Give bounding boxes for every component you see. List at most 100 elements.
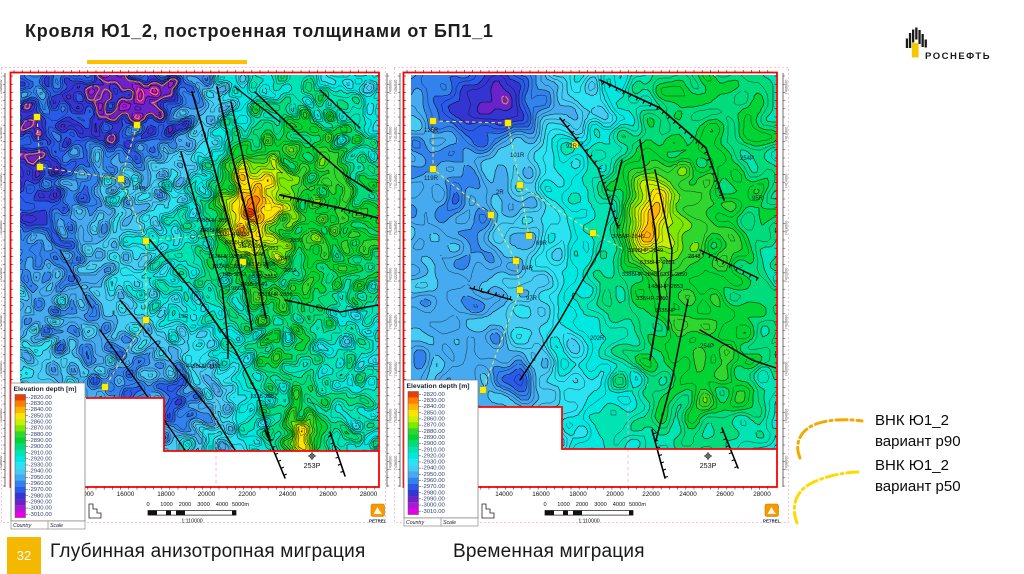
- svg-text:-3000.00: -3000.00: [29, 506, 53, 512]
- svg-text:-2940.00: -2940.00: [422, 466, 446, 472]
- svg-text:-2880.00: -2880.00: [422, 429, 446, 435]
- svg-text:Country: Country: [13, 523, 32, 529]
- svg-text:132АБ-2851: 132АБ-2851: [212, 264, 243, 270]
- svg-text:7434000: 7434000: [394, 409, 398, 424]
- svg-text:-2910.00: -2910.00: [422, 447, 446, 453]
- svg-text:4000: 4000: [613, 502, 625, 508]
- svg-text:148БНК-2850: 148БНК-2850: [196, 218, 231, 224]
- svg-text:2Б-2848: 2Б-2848: [244, 252, 265, 258]
- svg-text:19Б52: 19Б52: [228, 286, 244, 292]
- svg-text:69R: 69R: [536, 241, 548, 247]
- svg-text:7418000: 7418000: [389, 221, 393, 236]
- svg-text:-2960.00: -2960.00: [29, 481, 53, 487]
- svg-text:633Б-2850: 633Б-2850: [660, 272, 687, 278]
- svg-text:7406000: 7406000: [394, 80, 398, 95]
- svg-text:18000: 18000: [569, 491, 587, 498]
- svg-text:ЗЗБ-2855: ЗЗБ-2855: [252, 274, 277, 280]
- svg-text:PETREL: PETREL: [369, 519, 387, 524]
- svg-text:-2870.00: -2870.00: [422, 423, 446, 429]
- svg-text:95R: 95R: [752, 196, 764, 202]
- svg-text:-3010.00: -3010.00: [29, 512, 53, 518]
- svg-text:7434000: 7434000: [389, 409, 393, 424]
- svg-text:119R: 119R: [424, 176, 439, 182]
- svg-text:-2850.00: -2850.00: [422, 410, 446, 416]
- svg-text:-3010.00: -3010.00: [422, 509, 446, 515]
- svg-text:PETREL: PETREL: [763, 519, 781, 524]
- svg-text:7430000: 7430000: [389, 362, 393, 377]
- svg-text:7418000: 7418000: [785, 221, 789, 236]
- svg-text:-2960.00: -2960.00: [422, 478, 446, 484]
- svg-text:7414000: 7414000: [389, 174, 393, 189]
- svg-text:22000: 22000: [642, 491, 660, 498]
- svg-text:7438000: 7438000: [394, 456, 398, 471]
- svg-text:7410000: 7410000: [389, 127, 393, 142]
- svg-text:7438000: 7438000: [389, 456, 393, 471]
- svg-text:7422000: 7422000: [0, 268, 3, 283]
- svg-text:-2920.00: -2920.00: [422, 453, 446, 459]
- svg-text:148Б-2849: 148Б-2849: [240, 282, 267, 288]
- svg-text:148БНР-2853: 148БНР-2853: [648, 284, 683, 290]
- svg-text:202R: 202R: [590, 336, 605, 342]
- svg-text:-2860.00: -2860.00: [422, 417, 446, 423]
- svg-text:4000: 4000: [216, 502, 228, 508]
- svg-text:7410000: 7410000: [394, 127, 398, 142]
- svg-text:-2880.00: -2880.00: [29, 432, 53, 438]
- svg-text:633Б-2855: 633Б-2855: [248, 262, 275, 268]
- svg-text:7410000: 7410000: [0, 127, 3, 142]
- svg-text:104R: 104R: [132, 186, 145, 192]
- svg-text:-2950.00: -2950.00: [422, 472, 446, 478]
- svg-text:7418000: 7418000: [0, 221, 3, 236]
- svg-text:-2970.00: -2970.00: [29, 487, 53, 493]
- svg-text:133Б-2857: 133Б-2857: [250, 394, 277, 400]
- svg-text:1000: 1000: [160, 502, 172, 508]
- svg-text:0: 0: [543, 502, 546, 508]
- svg-text:125R: 125R: [424, 128, 439, 134]
- svg-text:16000: 16000: [117, 491, 135, 498]
- svg-text:-2840.00: -2840.00: [29, 407, 53, 413]
- svg-text:18000: 18000: [157, 491, 175, 498]
- svg-text:-2930.00: -2930.00: [422, 460, 446, 466]
- svg-text:92R: 92R: [566, 144, 578, 150]
- svg-text:7430000: 7430000: [0, 362, 3, 377]
- svg-text:7430000: 7430000: [785, 362, 789, 377]
- svg-text:7418000: 7418000: [394, 221, 398, 236]
- svg-text:20000: 20000: [198, 491, 216, 498]
- svg-text:14000: 14000: [495, 491, 513, 498]
- svg-text:2850: 2850: [290, 238, 302, 244]
- svg-text:7438000: 7438000: [785, 456, 789, 471]
- svg-text:253P: 253P: [700, 461, 717, 470]
- svg-text:2852: 2852: [284, 268, 296, 274]
- svg-text:-2840.00: -2840.00: [422, 404, 446, 410]
- svg-text:254P: 254P: [740, 156, 754, 162]
- svg-text:28000: 28000: [753, 491, 771, 498]
- svg-text:7434000: 7434000: [0, 409, 3, 424]
- svg-text:-2980.00: -2980.00: [29, 493, 53, 499]
- svg-text:97R: 97R: [526, 296, 538, 302]
- svg-text:Country: Country: [406, 520, 425, 526]
- svg-text:0: 0: [146, 502, 149, 508]
- svg-text:148БНК2850: 148БНК2850: [200, 228, 233, 234]
- svg-text:101R: 101R: [510, 153, 525, 159]
- svg-text:Elevation depth [m]: Elevation depth [m]: [14, 386, 77, 393]
- svg-text:254P: 254P: [700, 344, 714, 350]
- svg-text:338БНР-2848: 338БНР-2848: [622, 272, 657, 278]
- svg-text:2848: 2848: [688, 254, 700, 260]
- svg-text:22000: 22000: [238, 491, 256, 498]
- svg-text:2000: 2000: [576, 502, 588, 508]
- svg-text:-2820.00: -2820.00: [29, 395, 53, 401]
- svg-text:7434000: 7434000: [785, 409, 789, 424]
- svg-text:-2930.00: -2930.00: [29, 463, 53, 469]
- svg-text:7422000: 7422000: [389, 268, 393, 283]
- svg-text:26000: 26000: [716, 491, 734, 498]
- svg-text:7426000: 7426000: [0, 315, 3, 330]
- svg-text:633БНК-2856: 633БНК-2856: [258, 292, 293, 298]
- svg-text:-2910.00: -2910.00: [29, 450, 53, 456]
- svg-text:7422000: 7422000: [785, 268, 789, 283]
- svg-text:Scale: Scale: [50, 523, 63, 529]
- svg-text:7430000: 7430000: [394, 362, 398, 377]
- svg-text:-2920.00: -2920.00: [29, 456, 53, 462]
- svg-text:5000m: 5000m: [232, 502, 249, 508]
- svg-text:7426000: 7426000: [785, 315, 789, 330]
- svg-text:633БНК-2853: 633БНК-2853: [215, 232, 250, 238]
- svg-text:-2990.00: -2990.00: [29, 499, 53, 505]
